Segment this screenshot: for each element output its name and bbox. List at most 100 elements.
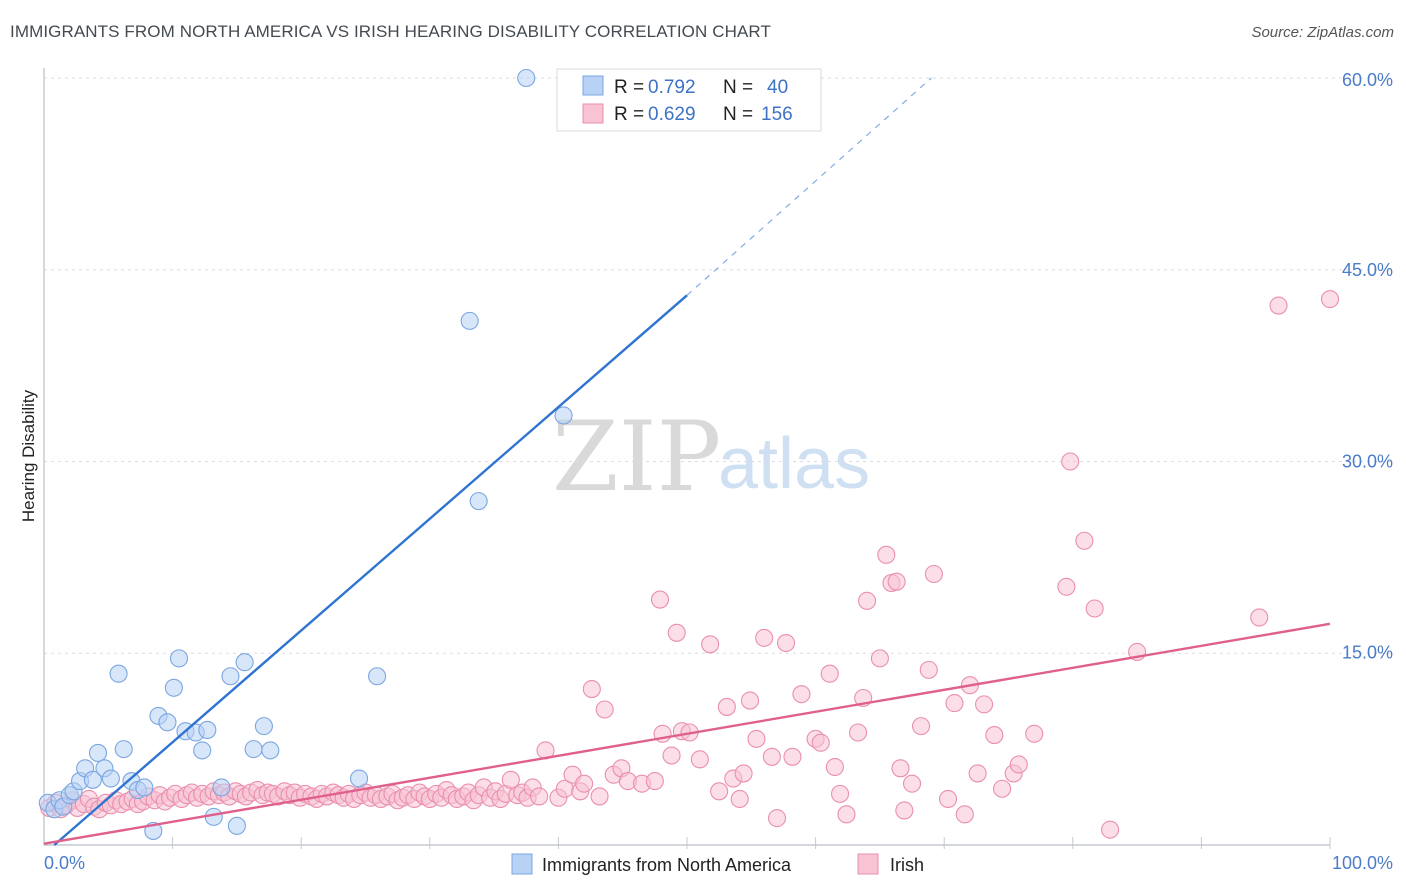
bottom-legend-label-immigrants: Immigrants from North America — [542, 855, 792, 875]
watermark-atlas: atlas — [718, 424, 870, 504]
irish-point — [717, 697, 736, 716]
immigrants-point — [227, 816, 246, 835]
irish-point — [645, 772, 664, 791]
irish-point — [740, 691, 760, 710]
immigrants-point — [235, 653, 254, 672]
legend-r-value-1: 0.792 — [648, 77, 696, 98]
irish-point — [1061, 452, 1080, 471]
watermark: ZIP atlas — [552, 401, 870, 513]
immigrants-point — [101, 769, 120, 788]
irish-point — [902, 774, 922, 793]
irish-point — [919, 660, 938, 679]
bottom-legend-swatch-immigrants — [511, 853, 533, 875]
immigrants-point — [244, 740, 263, 759]
immigrants-point — [517, 68, 536, 88]
irish-point — [1057, 577, 1076, 596]
immigrants-point — [254, 717, 273, 736]
irish-point — [1101, 820, 1120, 839]
irish-point — [968, 764, 987, 783]
immigrants-point — [135, 778, 154, 797]
irish-point — [734, 764, 753, 783]
immigrants-point — [114, 740, 133, 759]
irish-point — [955, 805, 974, 824]
irish-point — [730, 789, 749, 809]
irish-trend-line — [43, 622, 1331, 845]
immigrants-point — [158, 713, 177, 732]
immigrants-point — [83, 770, 102, 789]
legend-n-label-1: N = — [723, 77, 753, 98]
immigrants-point — [460, 311, 479, 330]
legend-r-value-2: 0.629 — [648, 104, 696, 125]
irish-point — [848, 723, 868, 742]
correlation-legend: R = 0.792 N = 40 R = 0.629 N = 156 — [556, 68, 822, 132]
immigrants-point — [212, 778, 231, 797]
immigrants-point — [169, 649, 189, 668]
grid — [44, 77, 1393, 654]
legend-n-label-2: N = — [723, 104, 753, 125]
x-tick-label-min: 0.0% — [44, 853, 85, 873]
y-axis-label: Hearing Disability — [19, 389, 38, 522]
series-legend: Immigrants from North America Irish — [511, 853, 924, 875]
irish-point — [837, 805, 856, 824]
irish-point — [747, 729, 766, 748]
irish-point — [985, 726, 1004, 745]
irish-point — [1075, 531, 1094, 550]
irish-point — [762, 747, 781, 766]
immigrants-point — [261, 741, 280, 760]
irish-point — [891, 759, 910, 778]
irish-point — [575, 774, 594, 793]
irish-point — [1025, 724, 1044, 743]
irish-point — [582, 679, 601, 699]
legend-n-value-1: 40 — [767, 77, 788, 98]
chart-source: Source: ZipAtlas.com — [1251, 24, 1394, 41]
irish-point — [811, 733, 830, 752]
x-minor-ticks — [172, 837, 1331, 849]
irish-point — [792, 685, 811, 704]
immigrants-point — [469, 492, 488, 511]
irish-point — [887, 572, 906, 591]
immigrants-point — [221, 667, 240, 686]
irish-point — [755, 628, 774, 647]
irish-point — [1250, 608, 1269, 627]
irish-point — [662, 746, 681, 765]
irish-point — [783, 747, 802, 766]
irish-point — [820, 664, 839, 683]
irish-point — [825, 757, 844, 777]
immigrants-point — [350, 769, 369, 788]
irish-point — [945, 694, 964, 713]
irish-point — [530, 787, 549, 806]
irish-point — [877, 545, 896, 564]
y-tick-label: 30.0% — [1342, 452, 1393, 472]
immigrants-point — [198, 720, 217, 740]
x-tick-label-max: 100.0% — [1332, 853, 1393, 873]
irish-point — [1085, 599, 1104, 618]
immigrants-points — [38, 68, 573, 840]
immigrants-trend-line — [53, 294, 688, 846]
irish-point — [1320, 290, 1340, 309]
legend-swatch-irish — [582, 103, 604, 124]
irish-point — [650, 590, 670, 609]
bottom-legend-label-irish: Irish — [890, 855, 924, 875]
trend-lines — [43, 77, 1331, 846]
legend-r-label-1: R = — [614, 77, 644, 98]
immigrants-point — [164, 678, 183, 697]
irish-point — [590, 787, 609, 806]
irish-point — [870, 649, 889, 668]
immigrants-point — [554, 406, 573, 425]
irish-point — [701, 635, 720, 654]
irish-point — [830, 784, 850, 803]
bottom-legend-swatch-irish — [857, 853, 879, 875]
watermark-zip: ZIP — [552, 401, 721, 513]
irish-point — [1269, 296, 1288, 315]
irish-point — [776, 633, 796, 653]
irish-point — [595, 700, 614, 719]
irish-point — [975, 695, 994, 714]
immigrants-point — [109, 664, 128, 683]
chart-title: IMMIGRANTS FROM NORTH AMERICA VS IRISH H… — [10, 22, 771, 41]
irish-points — [40, 290, 1340, 839]
y-tick-labels: 15.0% 30.0% 45.0% 60.0% — [1342, 70, 1393, 662]
irish-point — [1009, 755, 1028, 774]
y-tick-label: 45.0% — [1342, 260, 1393, 280]
irish-point — [690, 750, 709, 769]
immigrants-point — [88, 743, 108, 763]
